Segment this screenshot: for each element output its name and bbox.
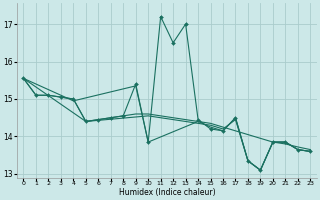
X-axis label: Humidex (Indice chaleur): Humidex (Indice chaleur) — [119, 188, 215, 197]
